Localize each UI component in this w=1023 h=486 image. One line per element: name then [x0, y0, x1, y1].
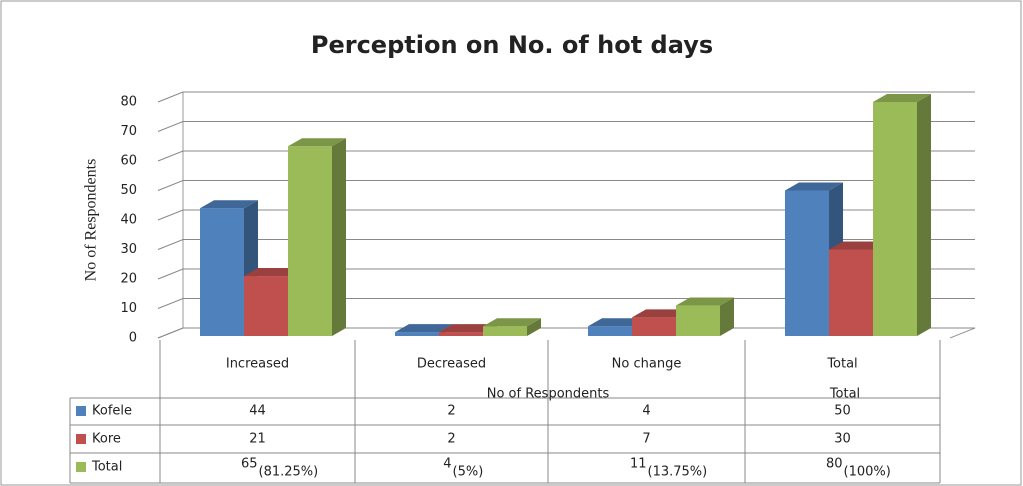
bar: [676, 305, 720, 336]
bar-top: [288, 138, 346, 147]
bar-top: [873, 94, 931, 102]
table-percent: (81.25%): [259, 465, 319, 480]
table-cell: 11: [630, 457, 647, 472]
bar-top: [200, 200, 258, 209]
bar-top: [785, 182, 843, 191]
x-tick-label: Increased: [226, 357, 289, 372]
bar: [395, 332, 439, 336]
grid-line: [157, 268, 975, 280]
bar: [873, 102, 917, 336]
legend-label: Total: [91, 460, 122, 475]
table-cell: 7: [642, 432, 650, 447]
bar: [829, 249, 873, 336]
bar: [244, 276, 288, 336]
bar-top: [676, 297, 734, 306]
table-percent: (13.75%): [648, 465, 708, 480]
bar-top: [395, 324, 453, 333]
y-tick-label: 70: [120, 124, 137, 139]
table-cell: 44: [249, 404, 266, 419]
table-cell: 21: [249, 432, 266, 447]
bar: [439, 332, 483, 336]
bar: [588, 326, 632, 336]
bar-top: [632, 309, 690, 318]
y-tick-label: 50: [120, 183, 137, 198]
legend-label: Kofele: [92, 404, 132, 419]
table-cell: 65: [241, 457, 258, 472]
y-tick-label: 40: [120, 213, 137, 228]
grid-line: [157, 239, 975, 250]
bar-top: [829, 241, 887, 250]
bar: [483, 326, 527, 336]
legend-label: Kore: [92, 432, 121, 447]
grid-line: [157, 180, 975, 191]
legend-swatch: [76, 406, 86, 416]
bar-top: [483, 318, 541, 327]
table-cell: 80: [826, 457, 843, 472]
table-percent: (5%): [453, 465, 484, 480]
table-group-label: Total: [829, 387, 860, 402]
legend-swatch: [76, 462, 86, 472]
grid-line: [157, 150, 975, 162]
table-cell: 4: [443, 457, 451, 472]
y-tick-label: 20: [120, 272, 137, 287]
bar-top: [439, 324, 497, 333]
y-tick-label: 10: [120, 301, 137, 316]
bar-side: [527, 318, 541, 336]
x-tick-label: Total: [826, 357, 857, 372]
x-tick-label: Decreased: [417, 357, 486, 372]
y-tick-label: 80: [120, 95, 137, 110]
table-cell: 30: [834, 432, 851, 447]
y-tick-label: 60: [120, 154, 137, 169]
bar-side: [917, 94, 931, 336]
table-percent: (100%): [844, 465, 891, 480]
bar-side: [332, 138, 346, 336]
bar: [288, 146, 332, 336]
bar: [632, 317, 676, 336]
grid-line: [157, 209, 975, 221]
table-cell: 2: [447, 432, 455, 447]
table-group-label: No of Respondents: [487, 387, 610, 402]
chart-title: Perception on No. of hot days: [311, 31, 713, 59]
bar: [785, 190, 829, 336]
grid-line: [157, 91, 975, 103]
bar-top: [244, 268, 302, 277]
y-tick-label: 0: [129, 331, 137, 346]
x-tick-label: No change: [612, 357, 682, 372]
bar: [200, 208, 244, 336]
table-cell: 4: [642, 404, 650, 419]
table-cell: 2: [447, 404, 455, 419]
bar-side: [720, 297, 734, 336]
y-tick-label: 30: [120, 242, 137, 257]
bar-top: [588, 318, 646, 327]
table-cell: 50: [834, 404, 851, 419]
y-axis-label: No of Respondents: [83, 159, 100, 282]
legend-swatch: [76, 434, 86, 444]
grid-line: [157, 121, 975, 132]
